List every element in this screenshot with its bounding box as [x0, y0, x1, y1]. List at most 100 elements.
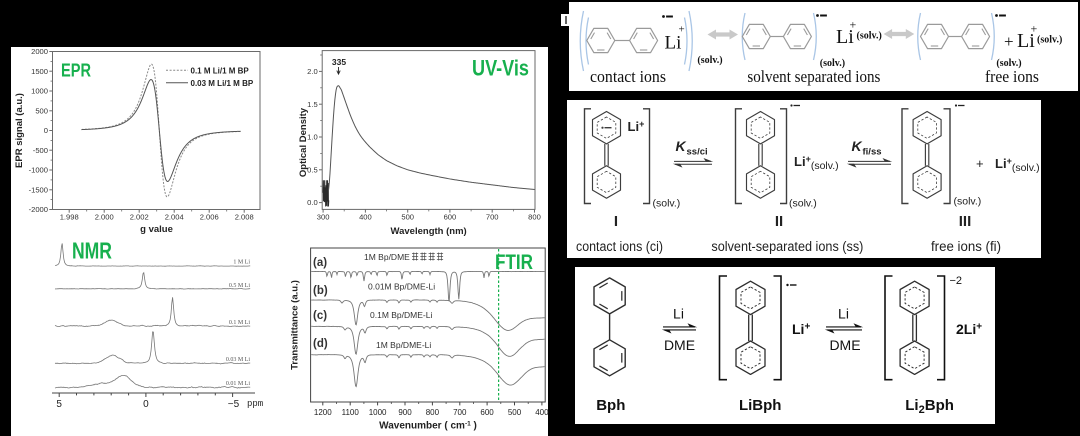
svg-text:1200: 1200	[314, 408, 332, 417]
svg-text:Li: Li	[665, 33, 682, 54]
svg-text:335: 335	[332, 57, 346, 67]
svg-text:-1000: -1000	[29, 166, 48, 175]
svg-text:contact ions (ci): contact ions (ci)	[576, 239, 663, 254]
svg-text:I: I	[614, 213, 618, 230]
svg-text:-500: -500	[33, 146, 48, 155]
svg-text:0.1 M Li: 0.1 M Li	[229, 320, 251, 326]
svg-text:+: +	[976, 156, 984, 171]
svg-text:g value: g value	[140, 224, 173, 235]
svg-text:1 M Li: 1 M Li	[233, 260, 250, 266]
svg-text:Li2Bph: Li2Bph	[905, 397, 954, 416]
svg-text:900: 900	[398, 408, 412, 417]
svg-text:-2000: -2000	[29, 205, 48, 214]
svg-text:UV-Vis: UV-Vis	[472, 56, 529, 81]
svg-text:500: 500	[508, 408, 522, 417]
svg-text:400: 400	[359, 213, 372, 222]
svg-text:(solv.): (solv.)	[653, 198, 681, 210]
svg-text:Li: Li	[836, 26, 854, 48]
svg-text:K: K	[852, 138, 863, 154]
svg-text:NMR: NMR	[72, 238, 112, 264]
svg-text:(solv.): (solv.)	[820, 58, 845, 69]
svg-text:free ions (fi): free ions (fi)	[931, 239, 1001, 254]
svg-text:solvent-separated ions (ss): solvent-separated ions (ss)	[711, 239, 863, 254]
svg-text:(solv.): (solv.)	[789, 198, 817, 210]
svg-text:Wavelength (nm): Wavelength (nm)	[391, 226, 467, 237]
svg-text:2.002: 2.002	[130, 213, 149, 222]
svg-text:0.5 M Li: 0.5 M Li	[229, 283, 251, 289]
svg-text:2.000: 2.000	[95, 213, 114, 222]
svg-text:800: 800	[426, 408, 440, 417]
svg-text:DME: DME	[664, 337, 695, 353]
svg-text:1000: 1000	[31, 87, 48, 96]
svg-text:Transmittance (a.u.): Transmittance (a.u.)	[290, 280, 301, 370]
svg-text:LiBph: LiBph	[739, 397, 782, 414]
svg-text:0.03 M Li/1 M BP: 0.03 M Li/1 M BP	[191, 79, 254, 88]
svg-text:solvent separated ions: solvent separated ions	[747, 67, 880, 86]
svg-text:0.1M Bp/DME-Li: 0.1M Bp/DME-Li	[370, 310, 432, 320]
svg-text:(solv.): (solv.)	[996, 58, 1021, 69]
svg-text:(c): (c)	[313, 310, 327, 322]
svg-text:5: 5	[56, 399, 62, 410]
svg-text:500: 500	[35, 106, 48, 115]
svg-text:ppm: ppm	[247, 399, 263, 409]
svg-text:600: 600	[480, 408, 494, 417]
svg-text:(solv.): (solv.)	[954, 196, 982, 208]
svg-text:2Li+: 2Li+	[956, 321, 982, 337]
svg-text:700: 700	[453, 408, 467, 417]
svg-text:300: 300	[317, 213, 330, 222]
svg-text:1000: 1000	[369, 408, 387, 417]
svg-text:0.01 M Li: 0.01 M Li	[226, 381, 251, 387]
svg-text:0: 0	[143, 399, 149, 410]
svg-text:III: III	[959, 213, 972, 230]
svg-text:-1500: -1500	[29, 185, 48, 194]
svg-text:600: 600	[444, 213, 457, 222]
svg-text:(solv.): (solv.)	[697, 55, 722, 66]
svg-text:−2: −2	[950, 275, 963, 287]
svg-text:1100: 1100	[342, 408, 360, 417]
svg-text:ss/ci: ss/ci	[687, 147, 708, 158]
svg-text:0: 0	[44, 126, 48, 135]
svg-text:1.998: 1.998	[60, 213, 79, 222]
svg-text:EPR signal (a.u.): EPR signal (a.u.)	[14, 93, 25, 168]
svg-text:(b): (b)	[313, 285, 328, 297]
svg-text:0.1 M Li/1 M BP: 0.1 M Li/1 M BP	[191, 66, 250, 75]
svg-text:400: 400	[535, 408, 549, 417]
svg-text:−5: −5	[228, 399, 240, 410]
svg-text:Li: Li	[673, 306, 684, 322]
svg-text:1500: 1500	[31, 67, 48, 76]
svg-text:2.006: 2.006	[200, 213, 219, 222]
svg-text:1M Bp/DME: 1M Bp/DME	[364, 252, 410, 262]
svg-text:+: +	[1031, 22, 1038, 36]
svg-text:1.0: 1.0	[307, 133, 318, 142]
svg-text:DME: DME	[829, 337, 860, 353]
svg-text:500: 500	[401, 213, 414, 222]
svg-text:0.0: 0.0	[307, 198, 318, 207]
svg-text:2.004: 2.004	[165, 213, 184, 222]
svg-text:0.03 M Li: 0.03 M Li	[226, 357, 251, 363]
svg-text:fi/ss: fi/ss	[863, 147, 882, 158]
svg-text:700: 700	[486, 213, 499, 222]
svg-text:FTIR: FTIR	[495, 251, 533, 274]
svg-text:Li: Li	[838, 306, 849, 322]
svg-text:2.0: 2.0	[307, 67, 318, 76]
svg-text:800: 800	[528, 213, 541, 222]
svg-text:0.5: 0.5	[307, 165, 318, 174]
svg-text:Wavenumber ( cm-1 ): Wavenumber ( cm-1 )	[379, 421, 477, 432]
svg-text:Li: Li	[1017, 30, 1035, 52]
svg-text:Optical Density: Optical Density	[298, 107, 309, 177]
svg-text:1.5: 1.5	[307, 100, 318, 109]
svg-text:(a): (a)	[313, 257, 327, 269]
svg-text:2.008: 2.008	[235, 213, 254, 222]
svg-text:0.01M Bp/DME-Li: 0.01M Bp/DME-Li	[368, 282, 435, 292]
svg-text:(d): (d)	[313, 338, 328, 350]
svg-text:+: +	[850, 18, 857, 32]
svg-text:+: +	[1004, 32, 1014, 51]
svg-text:II: II	[775, 213, 783, 230]
svg-text:1M Bp/DME-Li: 1M Bp/DME-Li	[376, 340, 431, 350]
svg-text:Bph: Bph	[596, 397, 625, 414]
svg-text:EPR: EPR	[61, 61, 91, 81]
svg-text:(solv.): (solv.)	[1037, 35, 1062, 46]
svg-text:+: +	[679, 24, 685, 36]
svg-text:K: K	[676, 138, 687, 154]
svg-text:free ions: free ions	[985, 67, 1039, 86]
